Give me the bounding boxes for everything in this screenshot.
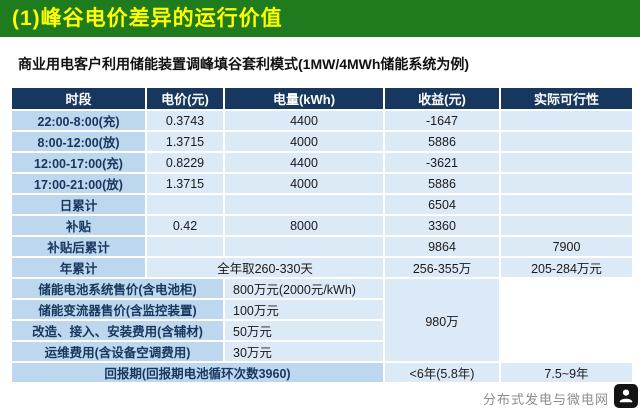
profit-cell: 5886 — [383, 172, 501, 195]
profit-cell: -1647 — [383, 109, 501, 132]
table-row: 12:00-17:00(充) 0.8229 4400 -3621 — [10, 151, 634, 174]
price-cell: 0.3743 — [145, 109, 225, 132]
profit-cell: 5886 — [383, 130, 501, 153]
period-cell: 17:00-21:00(放) — [10, 172, 147, 195]
profit-cell: 6504 — [383, 193, 501, 216]
cost-value: 50万元 — [223, 319, 385, 342]
annual-days-cell: 全年取260-330天 — [145, 256, 385, 279]
cost-value: 30万元 — [223, 340, 385, 363]
total-cost-cell: 980万 — [383, 277, 501, 363]
table-row: 补贴 0.42 8000 3360 — [10, 214, 634, 237]
col-header-profit: 收益(元) — [383, 86, 501, 111]
table-row-annual: 年累计 全年取260-330天 256-355万 205-284万元 — [10, 256, 634, 279]
cost-row: 运维费用(含设备空调费用) 30万元 — [10, 340, 633, 363]
feasibility-cell — [499, 172, 634, 195]
cost-row: 改造、接入、安装费用(含辅材) 50万元 — [10, 319, 633, 342]
price-cell — [145, 193, 225, 216]
feasibility-cell — [499, 214, 634, 237]
wechat-account-icon — [614, 384, 638, 413]
period-cell: 补贴 — [10, 214, 147, 237]
feasibility-cell — [499, 109, 634, 132]
table-row: 日累计 6504 — [10, 193, 634, 216]
payback-value-cell: <6年(5.8年) — [383, 361, 501, 384]
col-header-feasibility: 实际可行性 — [499, 86, 634, 111]
price-cell: 1.3715 — [145, 172, 225, 195]
period-cell: 补贴后累计 — [10, 235, 147, 258]
period-cell: 年累计 — [10, 256, 147, 279]
cost-label: 储能变流器售价(含监控装置) — [10, 298, 225, 321]
energy-cell: 4400 — [223, 109, 385, 132]
energy-cell: 4000 — [223, 172, 385, 195]
period-cell: 12:00-17:00(充) — [10, 151, 147, 174]
col-header-price: 电价(元) — [145, 86, 225, 111]
profit-cell: -3621 — [383, 151, 501, 174]
payback-row: 回报期(回报期电池循环次数3960) <6年(5.8年) 7.5~9年 — [10, 361, 634, 384]
watermark: 分布式发电与微电网 — [483, 384, 638, 413]
period-cell: 8:00-12:00(放) — [10, 130, 147, 153]
cost-label: 储能电池系统售价(含电池柜) — [10, 277, 225, 300]
period-cell: 日累计 — [10, 193, 147, 216]
feasibility-cell: 7900 — [499, 235, 634, 258]
cost-row: 储能变流器售价(含监控装置) 100万元 — [10, 298, 633, 321]
page-title: (1)峰谷电价差异的运行价值 — [0, 0, 640, 37]
feasibility-cell — [499, 130, 634, 153]
col-header-energy: 电量(kWh) — [223, 86, 385, 111]
header-row: 时段 电价(元) 电量(kWh) 收益(元) 实际可行性 — [10, 86, 634, 111]
table-row: 17:00-21:00(放) 1.3715 4000 5886 — [10, 172, 634, 195]
feasibility-cell — [499, 151, 634, 174]
payback-feasibility-cell: 7.5~9年 — [499, 361, 634, 384]
profit-cell: 9864 — [383, 235, 501, 258]
profit-cell: 3360 — [383, 214, 501, 237]
table-row: 补贴后累计 9864 7900 — [10, 235, 634, 258]
cost-value: 800万元(2000元/kWh) — [223, 277, 385, 300]
feasibility-cell — [499, 193, 634, 216]
energy-cell — [223, 193, 385, 216]
empty-area — [500, 278, 633, 362]
slide-subtitle: 商业用电客户利用储能装置调峰填谷套利模式(1MW/4MWh储能系统为例) — [18, 56, 470, 72]
price-cell: 0.42 — [145, 214, 225, 237]
price-cell: 1.3715 — [145, 130, 225, 153]
tariff-table: 时段 电价(元) 电量(kWh) 收益(元) 实际可行性 22:00-8:00(… — [10, 86, 634, 384]
watermark-text: 分布式发电与微电网 — [482, 392, 609, 407]
cost-row: 储能电池系统售价(含电池柜) 800万元(2000元/kWh) 980万 — [10, 277, 633, 363]
energy-cell — [223, 235, 385, 258]
cost-label: 改造、接入、安装费用(含辅材) — [10, 319, 225, 342]
payback-label: 回报期(回报期电池循环次数3960) — [10, 361, 385, 384]
profit-cell: 256-355万 — [383, 256, 501, 279]
price-cell — [145, 235, 225, 258]
period-cell: 22:00-8:00(充) — [10, 109, 147, 132]
cost-label: 运维费用(含设备空调费用) — [10, 340, 225, 363]
col-header-period: 时段 — [10, 86, 147, 111]
energy-cell: 8000 — [223, 214, 385, 237]
table-row: 8:00-12:00(放) 1.3715 4000 5886 — [10, 130, 634, 153]
energy-cell: 4000 — [223, 130, 385, 153]
table-row: 22:00-8:00(充) 0.3743 4400 -1647 — [10, 109, 634, 132]
price-cell: 0.8229 — [145, 151, 225, 174]
energy-cell: 4400 — [223, 151, 385, 174]
feasibility-cell: 205-284万元 — [499, 256, 634, 279]
cost-value: 100万元 — [223, 298, 385, 321]
